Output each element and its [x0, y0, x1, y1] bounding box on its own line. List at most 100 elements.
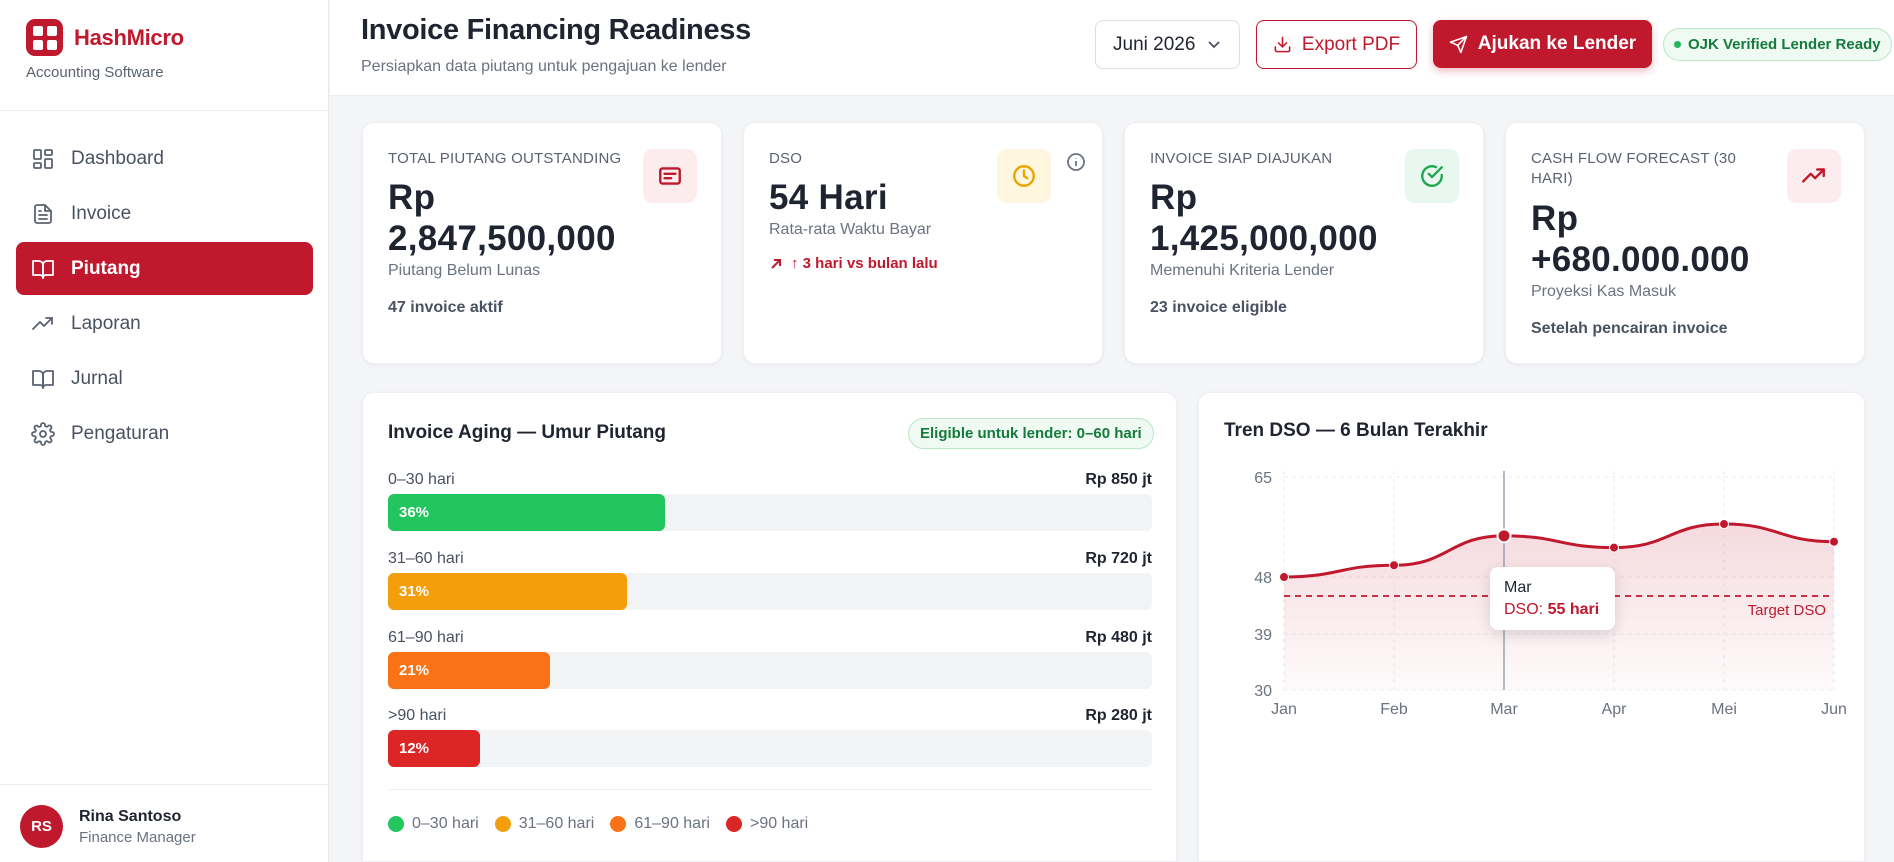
book-open-icon — [32, 369, 54, 389]
page-header: Invoice Financing Readiness Persiapkan d… — [330, 0, 1894, 96]
chart-tooltip: Mar DSO: 55 hari — [1490, 567, 1615, 630]
aging-label: 0–30 hari — [388, 471, 455, 488]
aging-bar-track: 31% — [388, 573, 1152, 610]
legend-label: 61–90 hari — [634, 815, 710, 832]
user-name: Rina Santoso — [79, 807, 182, 825]
brand-subtitle: Accounting Software — [26, 64, 164, 81]
tooltip-month: Mar — [1504, 579, 1532, 596]
period-select[interactable]: Juni 2026 — [1095, 20, 1240, 69]
aging-amount: Rp 280 jt — [1085, 707, 1152, 724]
kpi-caption: Memenuhi Kriteria Lender — [1150, 262, 1335, 279]
aging-label: 61–90 hari — [388, 629, 464, 646]
submit-to-lender-label: Ajukan ke Lender — [1477, 33, 1637, 54]
kpi-caption: Proyeksi Kas Masuk — [1531, 283, 1676, 300]
sidebar-item-laporan[interactable]: Laporan — [16, 297, 313, 350]
chevron-down-icon — [1208, 41, 1220, 49]
sidebar: HashMicro Accounting Software Dashboard … — [0, 0, 329, 862]
divider — [0, 110, 329, 111]
kpi-card-outstanding: TOTAL PIUTANG OUTSTANDING Rp 2,847,500,0… — [362, 122, 722, 364]
sidebar-item-invoice[interactable]: Invoice — [16, 187, 313, 240]
dso-chart-title: Tren DSO — 6 Bulan Terakhir — [1224, 420, 1488, 441]
status-dot-icon — [1674, 41, 1681, 48]
ojk-status-badge: OJK Verified Lender Ready — [1663, 28, 1892, 61]
legend-item: 61–90 hari — [610, 815, 710, 833]
sidebar-item-jurnal[interactable]: Jurnal — [16, 352, 313, 405]
ojk-badge-label: OJK Verified Lender Ready — [1688, 36, 1881, 53]
kpi-title: TOTAL PIUTANG OUTSTANDING — [388, 150, 622, 167]
gear-icon — [31, 421, 55, 446]
legend-label: >90 hari — [749, 815, 809, 832]
trending-up-icon — [1787, 149, 1841, 203]
kpi-title: CASH FLOW FORECAST (30 HARI) — [1531, 150, 1736, 187]
legend-dot-icon — [388, 816, 404, 832]
submit-to-lender-button[interactable]: Ajukan ke Lender — [1433, 20, 1652, 68]
kpi-card-forecast: CASH FLOW FORECAST (30 HARI) Rp +680.000… — [1505, 122, 1865, 364]
legend-item: 0–30 hari — [388, 815, 479, 833]
legend-dot-icon — [494, 816, 511, 832]
tooltip-value: 55 hari — [1547, 601, 1600, 618]
book-icon — [32, 259, 54, 279]
tooltip-value-line: DSO: 55 hari — [1504, 601, 1601, 619]
aging-label: 31–60 hari — [388, 550, 464, 567]
kpi-caption: Piutang Belum Lunas — [388, 262, 541, 279]
info-icon[interactable] — [1066, 152, 1086, 172]
export-pdf-button[interactable]: Export PDF — [1256, 20, 1417, 69]
period-value: Juni 2026 — [1113, 33, 1196, 55]
arrow-up-right-icon — [771, 258, 781, 269]
kpi-value: Rp 2,847,500,000 — [388, 178, 616, 258]
kpi-title: INVOICE SIAP DIAJUKAN — [1150, 150, 1333, 167]
kpi-caption: Rata-rata Waktu Bayar — [769, 221, 932, 238]
legend-item: 31–60 hari — [494, 815, 595, 833]
brand-name: HashMicro — [74, 24, 184, 50]
sidebar-item-label: Piutang — [71, 257, 141, 279]
kpi-trend: ↑ 3 hari vs bulan lalu — [769, 255, 938, 272]
export-pdf-label: Export PDF — [1301, 33, 1401, 55]
kpi-foot: Setelah pencairan invoice — [1531, 320, 1728, 337]
eligible-badge: Eligible untuk lender: 0–60 hari — [908, 418, 1154, 449]
user-role: Finance Manager — [79, 828, 196, 846]
aging-bar-fill: 21% — [388, 652, 550, 689]
aging-amount: Rp 480 jt — [1085, 629, 1152, 646]
divider — [388, 789, 1152, 790]
tooltip-prefix: DSO: — [1504, 601, 1544, 618]
hashmicro-logo-icon — [26, 19, 63, 56]
sidebar-item-label: Jurnal — [71, 367, 123, 389]
sidebar-item-label: Invoice — [71, 202, 132, 224]
page-subtitle: Persiapkan data piutang untuk pengajuan … — [361, 58, 727, 75]
download-icon — [1274, 36, 1291, 53]
receipt-icon — [643, 149, 697, 203]
brand[interactable]: HashMicro — [26, 19, 184, 56]
grid-icon — [33, 148, 53, 169]
sidebar-item-pengaturan[interactable]: Pengaturan — [16, 407, 313, 460]
kpi-foot: 23 invoice eligible — [1150, 299, 1287, 316]
legend-label: 31–60 hari — [518, 815, 595, 832]
aging-title: Invoice Aging — Umur Piutang — [388, 422, 666, 443]
aging-amount: Rp 850 jt — [1085, 471, 1152, 488]
sidebar-item-label: Dashboard — [71, 147, 164, 169]
aging-label: >90 hari — [388, 707, 447, 724]
aging-bar-track: 12% — [388, 730, 1152, 767]
legend-dot-icon — [610, 816, 627, 832]
sidebar-item-label: Laporan — [71, 312, 141, 334]
legend-item: >90 hari — [725, 815, 809, 833]
avatar: RS — [20, 805, 63, 848]
kpi-card-ready: INVOICE SIAP DIAJUKAN Rp 1,425,000,000 M… — [1124, 122, 1484, 364]
kpi-trend-text: ↑ 3 hari vs bulan lalu — [791, 255, 938, 272]
aging-legend: 0–30 hari 31–60 hari 61–90 hari >90 hari — [388, 815, 824, 833]
page-title: Invoice Financing Readiness — [361, 14, 751, 46]
aging-amount: Rp 720 jt — [1085, 550, 1152, 567]
aging-bar-track: 36% — [388, 494, 1152, 531]
sidebar-item-piutang[interactable]: Piutang — [16, 242, 313, 295]
kpi-value: 54 Hari — [769, 178, 888, 217]
kpi-card-dso: DSO 54 Hari Rata-rata Waktu Bayar ↑ 3 ha… — [743, 122, 1103, 364]
send-icon — [1449, 35, 1468, 53]
user-profile[interactable]: RS Rina Santoso Finance Manager — [20, 805, 196, 848]
check-circle-icon — [1405, 149, 1459, 203]
divider — [0, 784, 329, 785]
kpi-title: DSO — [769, 150, 803, 167]
kpi-value: Rp +680.000.000 — [1531, 199, 1750, 279]
kpi-value: Rp 1,425,000,000 — [1150, 178, 1378, 258]
kpi-foot: 47 invoice aktif — [388, 299, 503, 316]
sidebar-item-dashboard[interactable]: Dashboard — [16, 132, 313, 185]
legend-dot-icon — [725, 816, 742, 832]
